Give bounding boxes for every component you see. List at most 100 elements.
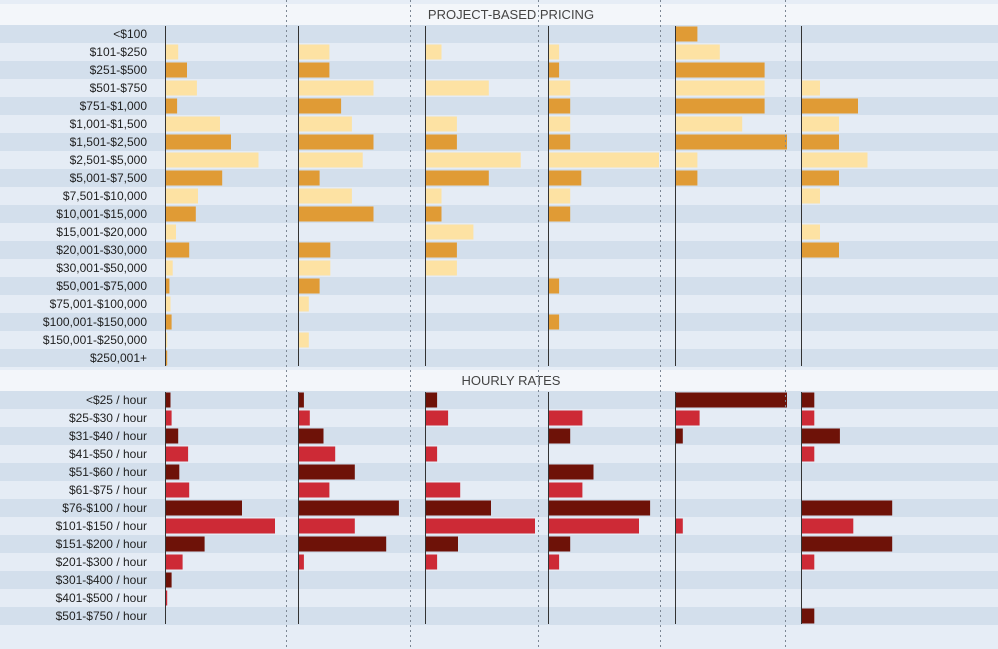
bar: [298, 152, 363, 168]
row-band: [0, 445, 998, 463]
bar: [548, 206, 571, 222]
row-band: [0, 571, 998, 589]
bar: [425, 446, 438, 462]
bar: [298, 518, 355, 534]
category-label: $201-$300 / hour: [56, 555, 147, 569]
bar: [165, 134, 231, 150]
row-band: [0, 409, 998, 427]
category-label: $15,001-$20,000: [56, 225, 147, 239]
bar: [675, 392, 787, 408]
bar: [548, 314, 560, 330]
bar: [165, 260, 173, 276]
category-label: $101-$150 / hour: [56, 519, 147, 533]
bar: [425, 410, 449, 426]
bar: [298, 134, 374, 150]
bar: [548, 152, 659, 168]
bar: [165, 188, 198, 204]
bar: [675, 410, 700, 426]
row-band: [0, 313, 998, 331]
bar: [298, 536, 387, 552]
row-band: [0, 331, 998, 349]
bar: [801, 116, 839, 132]
row-band: [0, 133, 998, 151]
bar: [298, 554, 304, 570]
bar: [548, 62, 560, 78]
bar: [165, 98, 178, 114]
bar: [298, 206, 374, 222]
bar: [425, 188, 442, 204]
bar: [298, 392, 304, 408]
category-label: $1,001-$1,500: [70, 117, 148, 131]
category-label: $61-$75 / hour: [69, 483, 147, 497]
bar: [548, 170, 582, 186]
category-label: $101-$250: [90, 45, 148, 59]
bar: [298, 170, 320, 186]
bar: [165, 572, 172, 588]
bar: [165, 224, 176, 240]
bar: [548, 518, 639, 534]
row-band: [0, 481, 998, 499]
bar: [298, 278, 320, 294]
category-label: <$25 / hour: [86, 393, 147, 407]
bar: [675, 44, 720, 60]
bar: [298, 98, 342, 114]
bar: [425, 518, 535, 534]
bar: [548, 80, 571, 96]
bar: [801, 410, 815, 426]
row-band: [0, 169, 998, 187]
bar: [298, 116, 352, 132]
bar: [548, 116, 571, 132]
bar: [165, 500, 242, 516]
category-label: $301-$400 / hour: [56, 573, 147, 587]
bar: [425, 554, 438, 570]
bar: [298, 446, 336, 462]
bar: [801, 554, 815, 570]
row-band: [0, 25, 998, 43]
category-label: $41-$50 / hour: [69, 447, 147, 461]
bar: [801, 152, 868, 168]
bar: [801, 224, 820, 240]
row-band: [0, 241, 998, 259]
bar: [298, 80, 374, 96]
bar: [165, 80, 197, 96]
bar: [425, 116, 457, 132]
category-label: $31-$40 / hour: [69, 429, 147, 443]
category-label: $51-$60 / hour: [69, 465, 147, 479]
bar: [298, 332, 309, 348]
bar: [165, 518, 275, 534]
bar: [425, 206, 442, 222]
bar: [298, 500, 399, 516]
row-band: [0, 259, 998, 277]
row-band: [0, 61, 998, 79]
category-label: $50,001-$75,000: [56, 279, 147, 293]
category-label: $251-$500: [90, 63, 148, 77]
category-label: $501-$750 / hour: [56, 609, 147, 623]
row-band: [0, 607, 998, 625]
bar: [425, 44, 442, 60]
bar: [298, 44, 330, 60]
row-band: [0, 223, 998, 241]
bar: [675, 62, 765, 78]
bar: [425, 242, 457, 258]
row-band: [0, 187, 998, 205]
bar: [165, 332, 168, 348]
category-label: $501-$750: [90, 81, 148, 95]
category-label: $1,501-$2,500: [70, 135, 148, 149]
row-band: [0, 277, 998, 295]
bar: [801, 446, 815, 462]
bar: [548, 188, 571, 204]
bar: [165, 590, 168, 606]
bar: [165, 44, 179, 60]
bar: [675, 26, 698, 42]
bar: [675, 428, 683, 444]
bar: [801, 80, 820, 96]
bar: [548, 278, 560, 294]
bar: [298, 260, 331, 276]
bar: [165, 314, 172, 330]
bar: [801, 500, 893, 516]
category-label: $30,001-$50,000: [56, 261, 147, 275]
bar: [675, 80, 765, 96]
bar: [165, 170, 223, 186]
bar: [298, 428, 324, 444]
bar: [165, 392, 171, 408]
